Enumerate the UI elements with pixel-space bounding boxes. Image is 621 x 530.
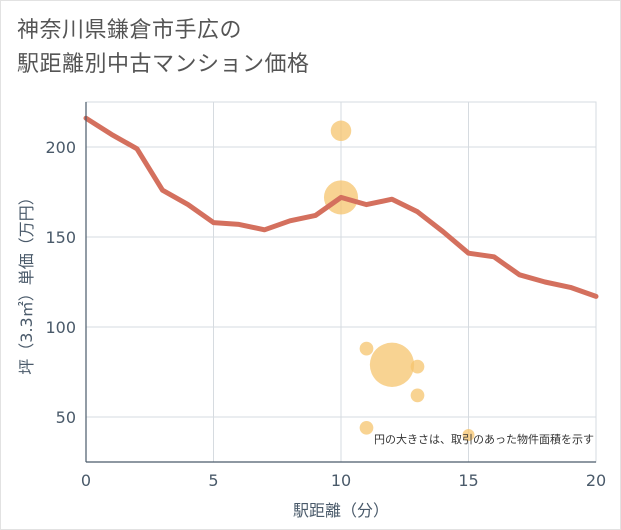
bubble-point [410, 388, 425, 403]
bubble-point [410, 359, 425, 374]
x-tick-label: 0 [81, 471, 91, 490]
bubble-size-note: 円の大きさは、取引のあった物件面積を示す [374, 432, 594, 446]
chart-title: 神奈川県鎌倉市手広の 駅距離別中古マンション価格 [17, 14, 607, 82]
tick-labels: 0 5 10 15 20 50 100 150 200 [45, 138, 606, 490]
line-layer [83, 115, 599, 299]
axes [85, 102, 596, 463]
x-tick-label: 5 [208, 471, 218, 490]
bubble-point [462, 429, 475, 441]
x-tick-label: 10 [331, 471, 351, 490]
bubble-point [359, 420, 374, 435]
y-tick-label: 50 [56, 408, 76, 427]
bubble-point [359, 341, 374, 356]
x-tick-label: 20 [586, 471, 606, 490]
y-tick-label: 200 [45, 138, 76, 157]
chart-title-line2: 駅距離別中古マンション価格 [17, 52, 310, 77]
bubble-layer [323, 120, 475, 441]
x-tick-label: 15 [458, 471, 478, 490]
y-axis-label: 坪（3.3㎡）単価（万円） [17, 189, 36, 374]
chart-title-line1: 神奈川県鎌倉市手広の [17, 18, 243, 43]
x-axis-label: 駅距離（分） [293, 501, 389, 520]
bubble-point [369, 342, 415, 387]
bubble-point [330, 120, 352, 142]
grid-lines [85, 101, 597, 463]
y-tick-label: 150 [45, 228, 76, 247]
series-line [83, 115, 599, 299]
y-tick-label: 100 [45, 318, 76, 337]
